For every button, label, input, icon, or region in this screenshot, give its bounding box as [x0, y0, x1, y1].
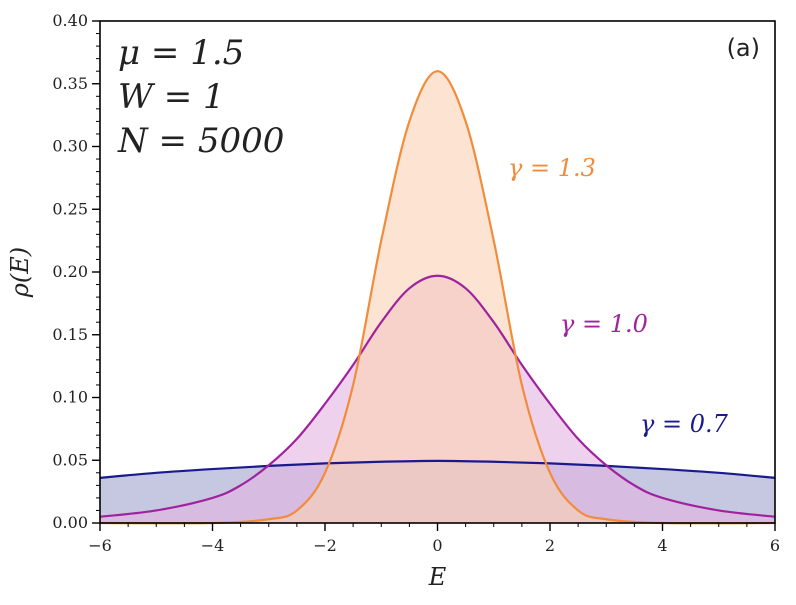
parameter-mu: μ = 1.5: [118, 33, 244, 73]
series-label-gamma-0-7: γ = 0.7: [640, 410, 729, 438]
text-labels: E ρ(E) (a) μ = 1.5 W = 1 N = 5000 γ = 0.…: [6, 33, 760, 591]
x-tick-label: −4: [201, 536, 225, 555]
parameter-w: W = 1: [118, 77, 225, 117]
series-area-2: [100, 71, 775, 524]
series-fills: [100, 71, 775, 524]
x-tick-label: 0: [432, 536, 442, 555]
y-tick-label: 0.15: [52, 325, 88, 344]
y-tick-label: 0.20: [52, 262, 88, 281]
y-tick-label: 0.10: [52, 388, 88, 407]
series-line-2: [99, 70, 776, 525]
series-line-1: [99, 274, 776, 518]
y-tick-label: 0.05: [52, 450, 88, 469]
parameter-n: N = 5000: [117, 121, 284, 161]
x-tick-label: 4: [657, 536, 667, 555]
series-lines: [99, 70, 776, 525]
series-label-gamma-1-0: γ = 1.0: [560, 310, 648, 338]
y-axis-label: ρ(E): [6, 247, 34, 298]
y-tick-label: 0.25: [52, 199, 88, 218]
axis-ticks: −6 −4 −2 0 2 4 6 0.00 0.05 0.10 0.15 0.20 0.25 0.30 0.…: [52, 11, 780, 555]
x-tick-label: −6: [88, 536, 112, 555]
x-axis-label: E: [428, 563, 447, 591]
x-tick-label: −2: [313, 536, 337, 555]
x-tick-label: 6: [770, 536, 780, 555]
y-tick-label: 0.35: [52, 74, 88, 93]
panel-label: (a): [727, 34, 760, 62]
y-tick-label: 0.00: [52, 513, 88, 532]
y-tick-label: 0.30: [52, 137, 88, 156]
series-line-0: [99, 459, 776, 479]
series-label-gamma-1-3: γ = 1.3: [508, 154, 596, 182]
x-tick-label: 2: [545, 536, 555, 555]
y-tick-label: 0.40: [52, 11, 88, 30]
